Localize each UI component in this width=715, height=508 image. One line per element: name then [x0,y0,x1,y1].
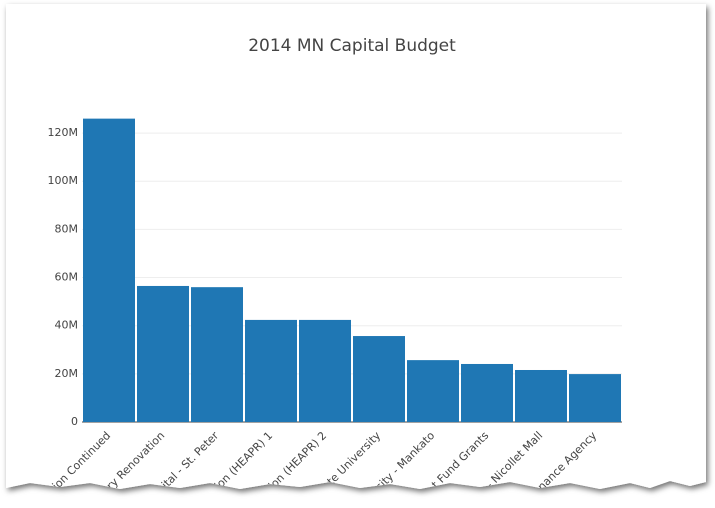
y-tick-label: 0 [71,415,78,428]
bar [299,319,351,422]
chart-title: 2014 MN Capital Budget [248,36,456,56]
bar [245,319,297,422]
bar [83,118,135,422]
bar [461,363,513,422]
bar [515,369,567,422]
y-tick-label: 40M [55,319,79,332]
y-tick-label: 120M [48,126,79,139]
bar [569,374,621,422]
bar [407,360,459,422]
y-tick-label: 60M [55,271,79,284]
y-tick-label: 80M [55,222,79,235]
y-tick-label: 100M [48,174,79,187]
y-tick-label: 20M [55,367,79,380]
bar [353,336,405,422]
bar [191,287,243,422]
bar [137,285,189,422]
